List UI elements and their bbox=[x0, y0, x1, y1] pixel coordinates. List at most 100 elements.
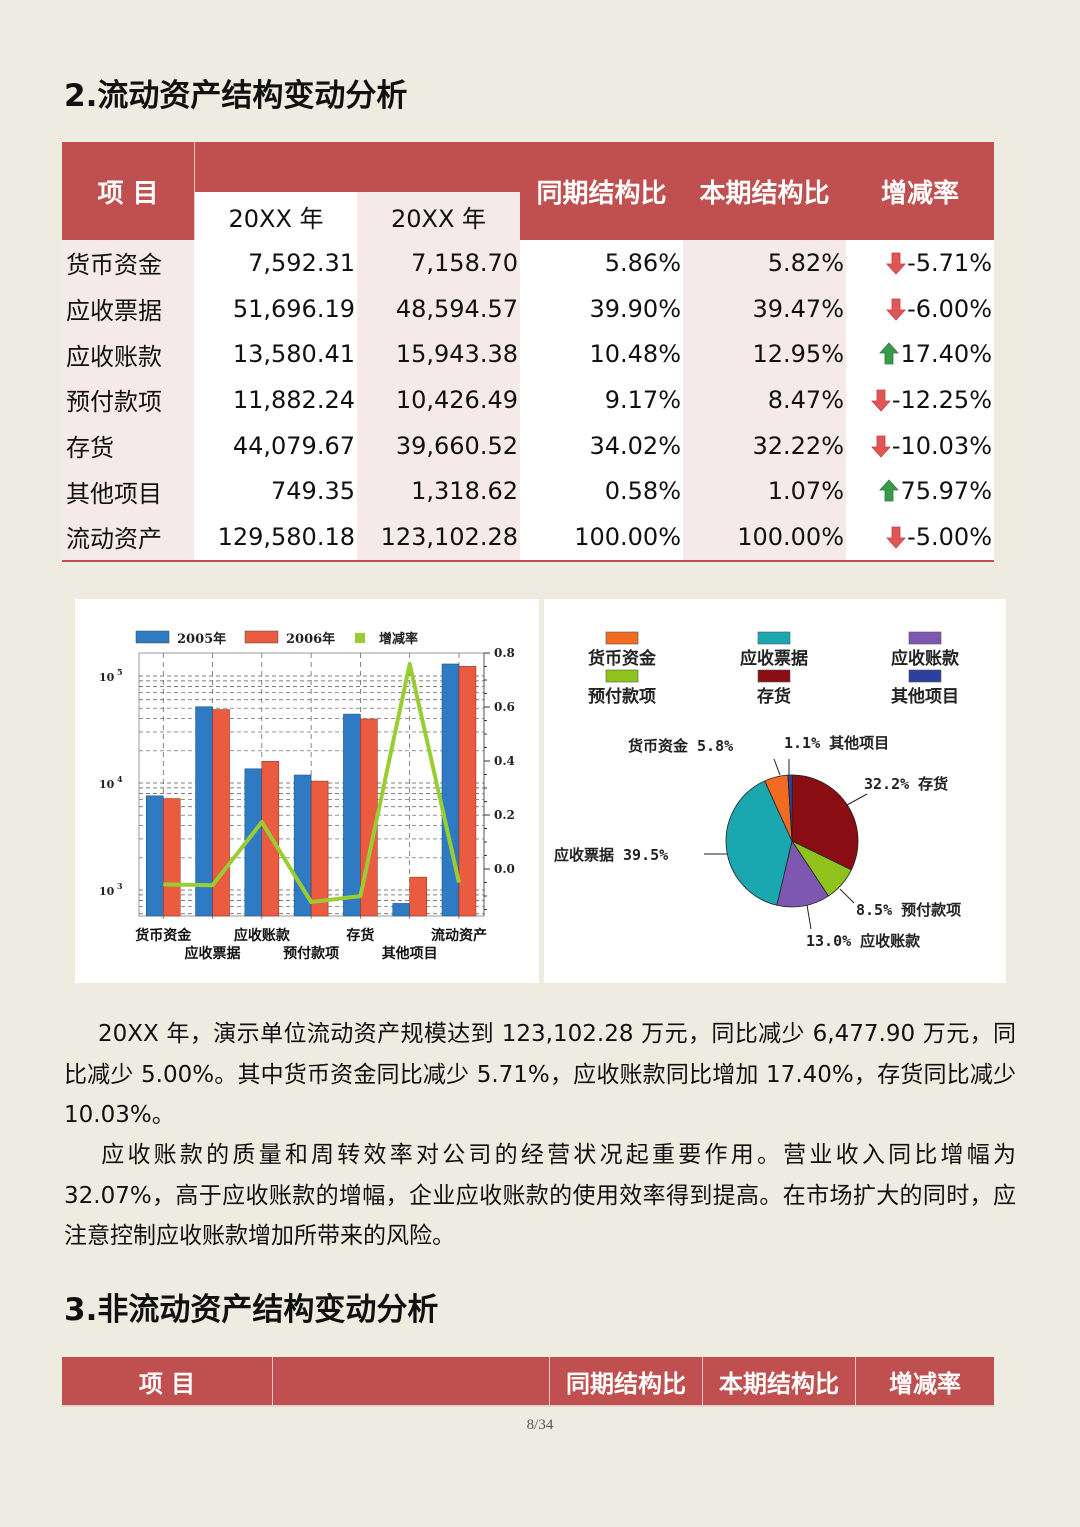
svg-text:预付款项: 预付款项 bbox=[283, 945, 339, 962]
page-number: 8/34 bbox=[526, 1417, 554, 1433]
cell-curr: 7,158.70 bbox=[357, 240, 520, 286]
cell-item: 应收账款 bbox=[62, 331, 194, 378]
cell-prev-ratio: 39.90% bbox=[520, 285, 683, 332]
cell-prev: 749.35 bbox=[194, 468, 357, 515]
svg-text:应收账款: 应收账款 bbox=[234, 927, 291, 944]
cell-prev-ratio: 100.00% bbox=[520, 514, 683, 560]
header-change-rate: 增减率 bbox=[880, 178, 959, 209]
cell-text: -5.00% bbox=[907, 522, 992, 551]
cell-text: 34.02% bbox=[589, 431, 681, 460]
svg-text:0.4: 0.4 bbox=[494, 754, 515, 768]
cell-text: 8.47% bbox=[767, 385, 844, 414]
arrow-down-icon bbox=[870, 435, 891, 458]
svg-text:0.2: 0.2 bbox=[494, 808, 515, 822]
header-prev-ratio: 同期结构比 bbox=[566, 1369, 686, 1398]
cell-prev: 51,696.19 bbox=[194, 285, 357, 332]
header-divider bbox=[194, 142, 195, 240]
cell-text: 1,318.62 bbox=[411, 477, 518, 506]
cell-text: 5.82% bbox=[767, 248, 844, 277]
header-divider bbox=[702, 1357, 703, 1405]
cell-curr-ratio: 8.47% bbox=[683, 377, 846, 423]
cell-curr-ratio: 5.82% bbox=[683, 240, 846, 286]
svg-text:存货: 存货 bbox=[757, 686, 791, 707]
arrow-up-icon bbox=[879, 479, 900, 502]
cell-text: 其他项目 bbox=[66, 479, 162, 508]
cell-change: -12.25% bbox=[846, 377, 994, 423]
svg-text:1.1% 其他项目: 1.1% 其他项目 bbox=[784, 734, 889, 752]
cell-text: -12.25% bbox=[891, 385, 992, 414]
svg-text:应收账款: 应收账款 bbox=[891, 648, 960, 669]
cell-text: 44,079.67 bbox=[232, 431, 355, 460]
table-row: 预付款项 11,882.24 10,426.49 9.17% 8.47% -12.25% bbox=[62, 377, 994, 423]
cell-text: 5.86% bbox=[604, 248, 681, 277]
cell-curr: 1,318.62 bbox=[357, 468, 520, 515]
table-row: 应收票据 51,696.19 48,594.57 39.90% 39.47% -6.00% bbox=[62, 285, 994, 332]
cell-text: -5.71% bbox=[907, 248, 992, 277]
cell-text: -6.00% bbox=[907, 294, 992, 323]
cell-text: 749.35 bbox=[271, 477, 355, 506]
svg-text:0.8: 0.8 bbox=[494, 646, 515, 660]
header-blank bbox=[273, 1357, 549, 1405]
cell-text: -10.03% bbox=[891, 431, 992, 460]
cell-text: 100.00% bbox=[737, 522, 844, 551]
cell-item: 应收票据 bbox=[62, 285, 194, 332]
cell-curr-ratio: 39.47% bbox=[683, 285, 846, 332]
cell-text: 9.17% bbox=[604, 385, 681, 414]
cell-text: 预付款项 bbox=[66, 388, 162, 417]
cell-prev: 44,079.67 bbox=[194, 422, 357, 469]
cell-text: 39.90% bbox=[589, 294, 681, 323]
cell-text: 存货 bbox=[66, 434, 114, 463]
svg-text:其他项目: 其他项目 bbox=[891, 686, 959, 707]
cell-curr: 39,660.52 bbox=[357, 422, 520, 469]
svg-text:货币资金: 货币资金 bbox=[134, 927, 192, 944]
cell-text: 75.97% bbox=[900, 477, 992, 506]
pie-chart: 货币资金 应收票据 应收账款 预付款项 存货 其他项目 货币资金 5.8% 1.1% 其他项… bbox=[544, 599, 1006, 983]
header-item: 项 目 bbox=[138, 1369, 196, 1398]
svg-text:10: 10 bbox=[99, 778, 115, 791]
cell-text: 11,882.24 bbox=[232, 385, 355, 414]
cell-text: 15,943.38 bbox=[395, 340, 518, 369]
svg-text:货币资金: 货币资金 bbox=[588, 648, 657, 669]
section-title-non-current-assets: 3.非流动资产结构变动分析 bbox=[64, 1292, 439, 1328]
cell-text: 48,594.57 bbox=[395, 294, 518, 323]
svg-text:2006年: 2006年 bbox=[286, 631, 335, 647]
cell-change: -10.03% bbox=[846, 422, 994, 469]
cell-change: -5.71% bbox=[846, 240, 994, 286]
cell-prev: 7,592.31 bbox=[194, 240, 357, 286]
non-current-assets-table-header: 项 目 同期结构比 本期结构比 增减率 bbox=[62, 1357, 994, 1407]
cell-curr: 10,426.49 bbox=[357, 377, 520, 423]
table-bottom-border bbox=[62, 559, 994, 562]
header-change-rate: 增减率 bbox=[889, 1369, 961, 1398]
analysis-paragraph-2: 应收账款的质量和周转效率对公司的经营状况起重要作用。营业收入同比增幅为 32.0… bbox=[64, 1135, 1016, 1257]
table-row: 应收账款 13,580.41 15,943.38 10.48% 12.95% 17.40% bbox=[62, 331, 994, 378]
svg-text:32.2% 存货: 32.2% 存货 bbox=[864, 775, 948, 793]
cell-text: 7,158.70 bbox=[411, 248, 518, 277]
chart-legend: 2005年 2006年 增减率 bbox=[135, 630, 418, 647]
header-divider bbox=[549, 1357, 550, 1405]
cell-text: 39.47% bbox=[752, 294, 844, 323]
arrow-down-icon bbox=[870, 389, 891, 412]
cell-change: -6.00% bbox=[846, 285, 994, 332]
header-year-prev: 20XX 年 bbox=[195, 192, 357, 240]
cell-prev-ratio: 10.48% bbox=[520, 331, 683, 378]
cell-text: 123,102.28 bbox=[380, 522, 518, 551]
header-item: 项 目 bbox=[97, 178, 159, 209]
cell-text: 100.00% bbox=[574, 522, 681, 551]
arrow-down-icon bbox=[886, 526, 906, 549]
svg-text:0.6: 0.6 bbox=[494, 700, 515, 714]
cell-prev-ratio: 5.86% bbox=[520, 240, 683, 286]
paragraph-text: 20XX 年，演示单位流动资产规模达到 123,102.28 万元，同比减少 6… bbox=[64, 1021, 1016, 1128]
cell-text: 129,580.18 bbox=[217, 522, 355, 551]
svg-text:3: 3 bbox=[117, 881, 123, 891]
cell-curr-ratio: 1.07% bbox=[683, 468, 846, 515]
cell-text: 货币资金 bbox=[66, 251, 162, 280]
cell-text: 13,580.41 bbox=[232, 340, 355, 369]
table-header: 项 目 20XX 年 20XX 年 同期结构比 本期结构比 增减率 bbox=[62, 142, 994, 240]
cell-curr: 123,102.28 bbox=[357, 514, 520, 560]
cell-text: 17.40% bbox=[900, 340, 992, 369]
svg-text:应收票据 39.5%: 应收票据 39.5% bbox=[554, 846, 668, 864]
cell-curr-ratio: 32.22% bbox=[683, 422, 846, 469]
table-row: 其他项目 749.35 1,318.62 0.58% 1.07% 75.97% bbox=[62, 468, 994, 515]
svg-text:4: 4 bbox=[117, 774, 123, 784]
section-title-current-assets: 2.流动资产结构变动分析 bbox=[64, 78, 408, 114]
